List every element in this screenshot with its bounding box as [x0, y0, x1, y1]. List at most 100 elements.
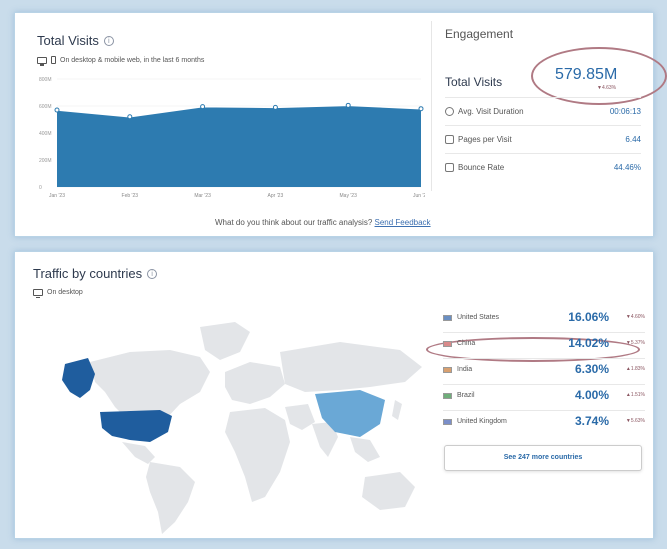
countries-panel: Traffic by countries i On desktop	[14, 251, 654, 539]
highlight-ellipse-total-visits	[531, 47, 667, 105]
metric-row-pages-per-visit: Pages per Visit 6.44	[445, 135, 641, 155]
total-visits-title-text: Total Visits	[37, 33, 99, 48]
countries-title-text: Traffic by countries	[33, 266, 143, 281]
data-point[interactable]	[54, 107, 60, 113]
country-divider	[443, 384, 645, 385]
map-china[interactable]	[315, 390, 385, 437]
data-point[interactable]	[127, 114, 133, 120]
see-more-countries-button[interactable]: See 247 more countries	[444, 445, 642, 471]
map-europe	[225, 362, 285, 404]
country-name: China	[457, 340, 476, 347]
visits-subnote-text: On desktop & mobile web, in the last 6 m…	[60, 56, 205, 64]
y-tick-label: 600M	[39, 104, 52, 110]
country-change: ▼4.60%	[626, 314, 645, 320]
data-point[interactable]	[418, 106, 424, 112]
country-share: 3.74%	[574, 414, 609, 428]
flag-icon	[443, 315, 452, 321]
mobile-icon	[51, 56, 56, 64]
map-alaska[interactable]	[62, 358, 95, 398]
desktop-icon	[33, 289, 43, 298]
map-usa[interactable]	[100, 410, 172, 442]
down-arrow-icon: ▼	[625, 418, 631, 424]
country-share: 14.02%	[568, 336, 609, 350]
country-row[interactable]: United Kingdom 3.74% ▼5.63%	[443, 414, 645, 438]
data-point[interactable]	[345, 102, 351, 108]
country-divider	[443, 410, 645, 411]
country-name: United Kingdom	[457, 418, 507, 425]
up-arrow-icon: ▲	[625, 366, 631, 372]
clock-icon	[445, 107, 454, 116]
visits-subnote: On desktop & mobile web, in the last 6 m…	[37, 56, 205, 66]
map-southeast-asia	[350, 437, 380, 462]
metric-value: 6.44	[625, 135, 641, 144]
metric-value: 00:06:13	[609, 107, 641, 116]
panel-divider	[431, 21, 432, 191]
country-row[interactable]: China 14.02% ▼5.37%	[443, 336, 645, 360]
metric-value: 44.46%	[613, 163, 641, 172]
metric-divider	[445, 153, 641, 154]
map-russia	[280, 342, 422, 392]
country-share: 4.00%	[574, 388, 609, 402]
map-india	[312, 422, 338, 457]
x-tick-label: May '23	[340, 193, 358, 199]
map-middle-east	[285, 404, 315, 430]
bounce-icon	[445, 163, 454, 172]
country-row[interactable]: United States 16.06% ▼4.60%	[443, 310, 645, 334]
info-icon[interactable]: i	[103, 35, 114, 46]
y-tick-label: 400M	[39, 131, 52, 137]
countries-title: Traffic by countries i	[33, 266, 158, 281]
countries-subnote-text: On desktop	[47, 289, 83, 296]
feedback-line: What do you think about our traffic anal…	[215, 218, 431, 227]
map-africa	[225, 408, 290, 502]
country-divider	[443, 358, 645, 359]
metric-divider	[445, 97, 641, 98]
x-tick-label: Feb '23	[122, 193, 139, 199]
data-point[interactable]	[200, 104, 206, 110]
country-share: 16.06%	[568, 310, 609, 324]
map-japan	[392, 400, 402, 420]
data-point[interactable]	[272, 104, 278, 110]
metric-label: Pages per Visit	[458, 135, 512, 144]
metric-label: Bounce Rate	[458, 163, 505, 172]
map-central-america	[122, 442, 155, 464]
visits-area	[57, 105, 421, 187]
country-name: United States	[457, 314, 500, 321]
map-south-america	[146, 462, 195, 534]
total-visits-title: Total Visits i	[37, 33, 114, 48]
total-visits-panel: Total Visits i On desktop & mobile web, …	[14, 12, 667, 237]
pages-icon	[445, 135, 454, 144]
metric-row-bounce-rate: Bounce Rate 44.46%	[445, 163, 641, 183]
feedback-prompt: What do you think about our traffic anal…	[215, 218, 373, 227]
highlight-ellipse-china	[426, 337, 640, 362]
country-name: Brazil	[457, 392, 475, 399]
x-tick-label: Jan '23	[49, 193, 65, 199]
country-change-text: 5.37%	[630, 340, 645, 346]
metric-divider	[445, 125, 641, 126]
engagement-total-visits-label: Total Visits	[445, 75, 503, 89]
country-change-text: 1.51%	[630, 392, 645, 398]
send-feedback-link[interactable]: Send Feedback	[374, 218, 431, 227]
map-north-america	[90, 350, 210, 430]
up-arrow-icon: ▲	[625, 392, 631, 398]
countries-subnote: On desktop	[33, 289, 83, 298]
country-divider	[443, 332, 645, 333]
world-map	[62, 322, 422, 534]
country-change: ▼5.63%	[626, 418, 645, 424]
info-icon[interactable]: i	[147, 268, 158, 279]
country-change-text: 1.83%	[630, 366, 645, 372]
country-change-text: 4.60%	[630, 314, 645, 320]
y-tick-label: 200M	[39, 158, 52, 164]
country-change-text: 5.63%	[630, 418, 645, 424]
down-arrow-icon: ▼	[625, 340, 631, 346]
x-tick-label: Jun '23	[413, 193, 425, 199]
country-change: ▲1.83%	[626, 366, 645, 372]
country-row[interactable]: Brazil 4.00% ▲1.51%	[443, 388, 645, 412]
map-greenland	[200, 322, 250, 360]
down-arrow-icon: ▼	[625, 314, 631, 320]
country-name: India	[457, 366, 473, 373]
engagement-title: Engagement	[445, 27, 514, 41]
country-row[interactable]: India 6.30% ▲1.83%	[443, 362, 645, 386]
x-tick-label: Apr '23	[268, 193, 284, 199]
visits-line	[56, 104, 422, 118]
metric-label: Avg. Visit Duration	[458, 107, 524, 116]
